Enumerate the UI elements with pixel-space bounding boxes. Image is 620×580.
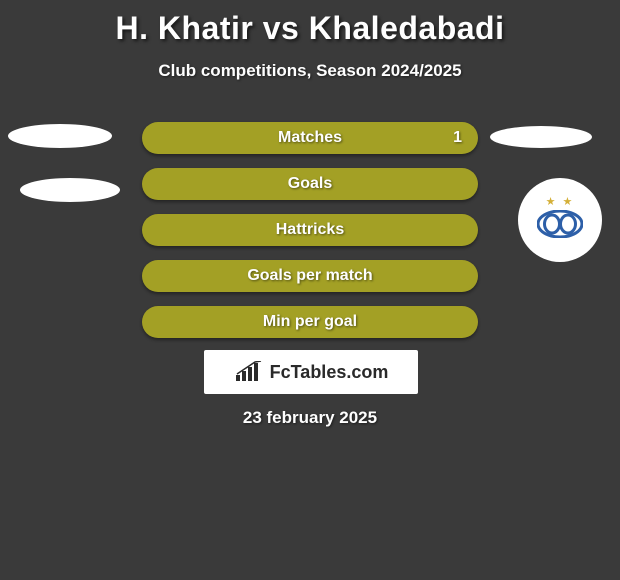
brand-box: FcTables.com bbox=[204, 350, 418, 394]
stat-label: Goals per match bbox=[247, 267, 372, 285]
stat-label: Matches bbox=[278, 129, 342, 147]
club-logo-icon bbox=[537, 210, 583, 238]
page-title: H. Khatir vs Khaledabadi bbox=[0, 0, 620, 47]
brand-chart-icon bbox=[234, 361, 264, 383]
brand-text: FcTables.com bbox=[270, 362, 389, 383]
stat-row-min-per-goal: Min per goal bbox=[142, 306, 478, 338]
player-left-ellipse-2 bbox=[20, 178, 120, 202]
club-badge: ★ ★ bbox=[518, 178, 602, 262]
stat-row-matches: Matches 1 bbox=[142, 122, 478, 154]
stat-label: Goals bbox=[288, 175, 332, 193]
stat-row-goals-per-match: Goals per match bbox=[142, 260, 478, 292]
club-stars: ★ ★ bbox=[546, 195, 575, 208]
stat-value-right: 1 bbox=[453, 129, 462, 147]
stat-label: Hattricks bbox=[276, 221, 344, 239]
player-right-ellipse-1 bbox=[490, 126, 592, 148]
stat-row-hattricks: Hattricks bbox=[142, 214, 478, 246]
date-text: 23 february 2025 bbox=[0, 408, 620, 428]
stat-row-goals: Goals bbox=[142, 168, 478, 200]
subtitle: Club competitions, Season 2024/2025 bbox=[0, 61, 620, 81]
stat-label: Min per goal bbox=[263, 313, 357, 331]
player-left-ellipse-1 bbox=[8, 124, 112, 148]
stats-area: Matches 1 Goals Hattricks Goals per matc… bbox=[142, 122, 478, 352]
